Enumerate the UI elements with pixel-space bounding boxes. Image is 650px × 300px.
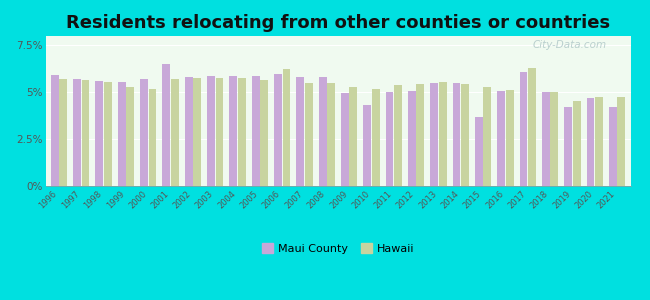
Bar <box>238 78 246 186</box>
Bar <box>497 91 505 186</box>
Bar <box>305 83 313 186</box>
Bar <box>149 88 157 186</box>
Bar <box>193 78 201 186</box>
Bar <box>564 107 572 186</box>
Bar <box>618 97 625 186</box>
Bar <box>73 79 81 186</box>
Bar <box>252 76 259 186</box>
Bar <box>162 64 170 186</box>
Bar <box>81 80 90 186</box>
Bar <box>207 76 215 186</box>
Bar <box>185 77 192 186</box>
Bar <box>475 117 483 186</box>
Bar <box>126 87 134 186</box>
Bar <box>385 92 393 186</box>
Bar <box>140 79 148 186</box>
Bar <box>274 74 282 186</box>
Bar <box>363 105 371 186</box>
Legend: Maui County, Hawaii: Maui County, Hawaii <box>257 239 419 258</box>
Bar <box>519 72 527 186</box>
Title: Residents relocating from other counties or countries: Residents relocating from other counties… <box>66 14 610 32</box>
Bar <box>51 75 58 186</box>
Bar <box>118 82 125 186</box>
Bar <box>216 78 224 186</box>
Bar <box>551 92 558 186</box>
Bar <box>104 82 112 186</box>
Bar <box>439 82 447 186</box>
Bar <box>573 101 580 186</box>
Bar <box>408 91 416 186</box>
Bar <box>171 79 179 186</box>
Bar <box>318 77 326 186</box>
Bar <box>327 83 335 186</box>
Text: City-Data.com: City-Data.com <box>533 40 607 50</box>
Bar <box>586 98 595 186</box>
Bar <box>452 83 460 186</box>
Bar <box>528 68 536 186</box>
Bar <box>260 80 268 186</box>
Bar <box>96 81 103 186</box>
Bar <box>296 77 304 186</box>
Bar <box>59 79 67 186</box>
Bar <box>595 97 603 186</box>
Bar <box>350 87 358 186</box>
Bar <box>430 83 438 186</box>
Bar <box>506 90 514 186</box>
Bar <box>542 92 550 186</box>
Bar <box>484 87 491 186</box>
Bar <box>229 76 237 186</box>
Bar <box>461 84 469 186</box>
Bar <box>372 88 380 186</box>
Bar <box>417 84 424 186</box>
Bar <box>394 85 402 186</box>
Bar <box>283 69 291 186</box>
Bar <box>341 93 349 186</box>
Bar <box>609 107 617 186</box>
